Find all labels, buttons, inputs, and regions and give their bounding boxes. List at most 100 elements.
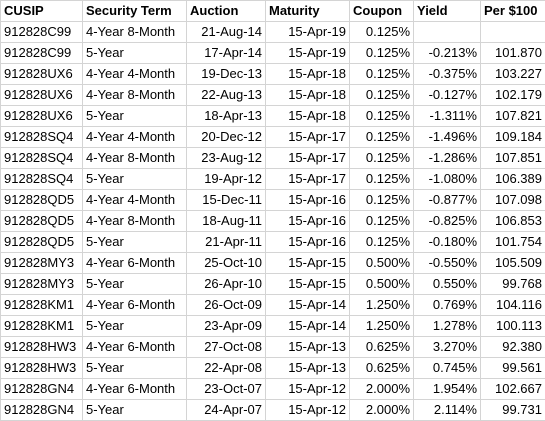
- yield-cell[interactable]: -0.213%: [414, 43, 481, 64]
- maturity-cell[interactable]: 15-Apr-15: [266, 253, 350, 274]
- coupon-cell[interactable]: 0.625%: [350, 358, 414, 379]
- header-auction[interactable]: Auction: [187, 1, 266, 22]
- security-term-cell[interactable]: 4-Year 4-Month: [83, 64, 187, 85]
- auction-cell[interactable]: 26-Oct-09: [187, 295, 266, 316]
- security-term-cell[interactable]: 4-Year 8-Month: [83, 148, 187, 169]
- yield-cell[interactable]: 1.954%: [414, 379, 481, 400]
- coupon-cell[interactable]: 0.125%: [350, 211, 414, 232]
- yield-cell[interactable]: -0.180%: [414, 232, 481, 253]
- auction-cell[interactable]: 21-Aug-14: [187, 22, 266, 43]
- coupon-cell[interactable]: 0.125%: [350, 148, 414, 169]
- header-coupon[interactable]: Coupon: [350, 1, 414, 22]
- maturity-cell[interactable]: 15-Apr-18: [266, 106, 350, 127]
- price-cell[interactable]: 107.851: [481, 148, 545, 169]
- cusip-cell[interactable]: 912828MY3: [1, 253, 83, 274]
- coupon-cell[interactable]: 0.625%: [350, 337, 414, 358]
- price-cell[interactable]: 99.768: [481, 274, 545, 295]
- price-cell[interactable]: 104.116: [481, 295, 545, 316]
- cusip-cell[interactable]: 912828UX6: [1, 85, 83, 106]
- auction-cell[interactable]: 26-Apr-10: [187, 274, 266, 295]
- coupon-cell[interactable]: 0.125%: [350, 169, 414, 190]
- price-cell[interactable]: 99.561: [481, 358, 545, 379]
- maturity-cell[interactable]: 15-Apr-16: [266, 232, 350, 253]
- header-maturity[interactable]: Maturity: [266, 1, 350, 22]
- maturity-cell[interactable]: 15-Apr-19: [266, 22, 350, 43]
- coupon-cell[interactable]: 0.125%: [350, 22, 414, 43]
- header-per-100[interactable]: Per $100: [481, 1, 545, 22]
- auction-cell[interactable]: 20-Dec-12: [187, 127, 266, 148]
- security-term-cell[interactable]: 4-Year 8-Month: [83, 211, 187, 232]
- coupon-cell[interactable]: 0.125%: [350, 232, 414, 253]
- maturity-cell[interactable]: 15-Apr-18: [266, 85, 350, 106]
- maturity-cell[interactable]: 15-Apr-19: [266, 43, 350, 64]
- auction-cell[interactable]: 15-Dec-11: [187, 190, 266, 211]
- cusip-cell[interactable]: 912828KM1: [1, 295, 83, 316]
- yield-cell[interactable]: 0.769%: [414, 295, 481, 316]
- auction-cell[interactable]: 18-Aug-11: [187, 211, 266, 232]
- yield-cell[interactable]: -1.496%: [414, 127, 481, 148]
- cusip-cell[interactable]: 912828HW3: [1, 337, 83, 358]
- price-cell[interactable]: 106.389: [481, 169, 545, 190]
- cusip-cell[interactable]: 912828MY3: [1, 274, 83, 295]
- price-cell[interactable]: 92.380: [481, 337, 545, 358]
- price-cell[interactable]: [481, 22, 545, 43]
- cusip-cell[interactable]: 912828GN4: [1, 379, 83, 400]
- auction-cell[interactable]: 17-Apr-14: [187, 43, 266, 64]
- security-term-cell[interactable]: 4-Year 6-Month: [83, 379, 187, 400]
- coupon-cell[interactable]: 0.125%: [350, 190, 414, 211]
- cusip-cell[interactable]: 912828QD5: [1, 190, 83, 211]
- security-term-cell[interactable]: 4-Year 8-Month: [83, 22, 187, 43]
- maturity-cell[interactable]: 15-Apr-16: [266, 211, 350, 232]
- cusip-cell[interactable]: 912828GN4: [1, 400, 83, 421]
- security-term-cell[interactable]: 4-Year 4-Month: [83, 190, 187, 211]
- price-cell[interactable]: 103.227: [481, 64, 545, 85]
- auction-cell[interactable]: 21-Apr-11: [187, 232, 266, 253]
- coupon-cell[interactable]: 0.500%: [350, 253, 414, 274]
- maturity-cell[interactable]: 15-Apr-17: [266, 127, 350, 148]
- maturity-cell[interactable]: 15-Apr-12: [266, 400, 350, 421]
- cusip-cell[interactable]: 912828KM1: [1, 316, 83, 337]
- yield-cell[interactable]: 0.745%: [414, 358, 481, 379]
- security-term-cell[interactable]: 5-Year: [83, 232, 187, 253]
- security-term-cell[interactable]: 4-Year 8-Month: [83, 85, 187, 106]
- yield-cell[interactable]: -1.311%: [414, 106, 481, 127]
- cusip-cell[interactable]: 912828C99: [1, 22, 83, 43]
- auction-cell[interactable]: 27-Oct-08: [187, 337, 266, 358]
- price-cell[interactable]: 109.184: [481, 127, 545, 148]
- auction-cell[interactable]: 23-Apr-09: [187, 316, 266, 337]
- cusip-cell[interactable]: 912828UX6: [1, 106, 83, 127]
- auction-cell[interactable]: 25-Oct-10: [187, 253, 266, 274]
- maturity-cell[interactable]: 15-Apr-12: [266, 379, 350, 400]
- security-term-cell[interactable]: 5-Year: [83, 400, 187, 421]
- price-cell[interactable]: 106.853: [481, 211, 545, 232]
- coupon-cell[interactable]: 0.125%: [350, 64, 414, 85]
- auction-cell[interactable]: 19-Dec-13: [187, 64, 266, 85]
- auction-cell[interactable]: 18-Apr-13: [187, 106, 266, 127]
- price-cell[interactable]: 107.098: [481, 190, 545, 211]
- coupon-cell[interactable]: 0.500%: [350, 274, 414, 295]
- maturity-cell[interactable]: 15-Apr-17: [266, 148, 350, 169]
- coupon-cell[interactable]: 1.250%: [350, 316, 414, 337]
- coupon-cell[interactable]: 0.125%: [350, 127, 414, 148]
- coupon-cell[interactable]: 1.250%: [350, 295, 414, 316]
- maturity-cell[interactable]: 15-Apr-18: [266, 64, 350, 85]
- yield-cell[interactable]: -0.825%: [414, 211, 481, 232]
- cusip-cell[interactable]: 912828SQ4: [1, 169, 83, 190]
- cusip-cell[interactable]: 912828QD5: [1, 211, 83, 232]
- yield-cell[interactable]: 3.270%: [414, 337, 481, 358]
- cusip-cell[interactable]: 912828SQ4: [1, 127, 83, 148]
- maturity-cell[interactable]: 15-Apr-14: [266, 295, 350, 316]
- security-term-cell[interactable]: 5-Year: [83, 43, 187, 64]
- security-term-cell[interactable]: 5-Year: [83, 358, 187, 379]
- header-yield[interactable]: Yield: [414, 1, 481, 22]
- yield-cell[interactable]: -0.375%: [414, 64, 481, 85]
- yield-cell[interactable]: [414, 22, 481, 43]
- coupon-cell[interactable]: 2.000%: [350, 400, 414, 421]
- security-term-cell[interactable]: 4-Year 4-Month: [83, 127, 187, 148]
- yield-cell[interactable]: -1.286%: [414, 148, 481, 169]
- auction-cell[interactable]: 22-Aug-13: [187, 85, 266, 106]
- security-term-cell[interactable]: 4-Year 6-Month: [83, 295, 187, 316]
- yield-cell[interactable]: 0.550%: [414, 274, 481, 295]
- yield-cell[interactable]: -0.127%: [414, 85, 481, 106]
- header-security-term[interactable]: Security Term: [83, 1, 187, 22]
